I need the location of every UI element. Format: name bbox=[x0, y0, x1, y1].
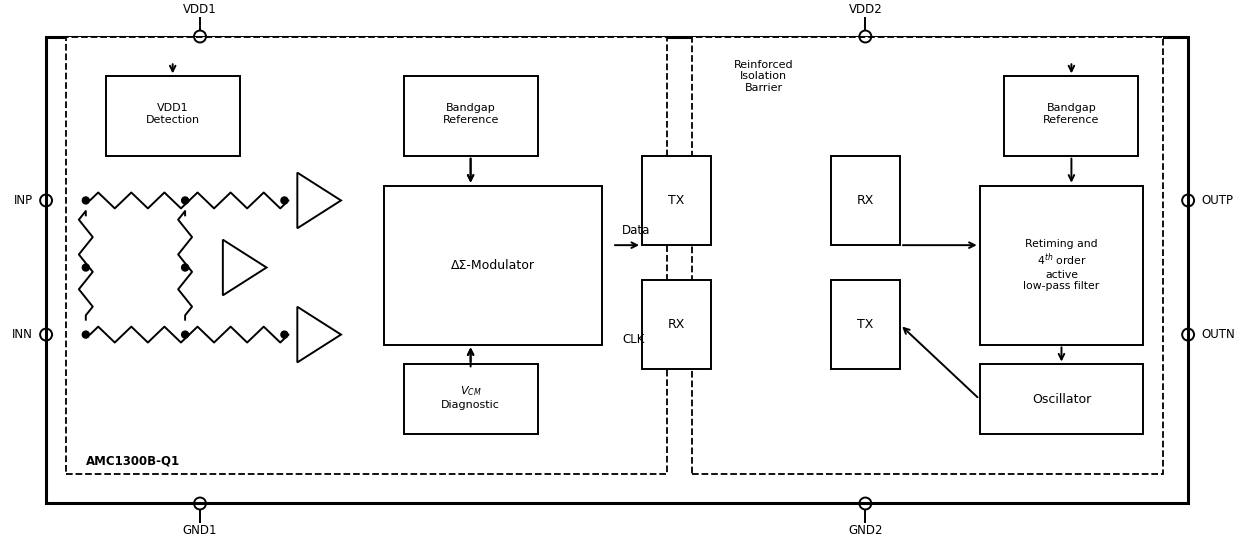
Bar bbox=[692, 37, 1163, 474]
Circle shape bbox=[281, 197, 287, 204]
Text: Retiming and
$4^{th}$ order
active
low-pass filter: Retiming and $4^{th}$ order active low-p… bbox=[1024, 239, 1100, 291]
Text: GND1: GND1 bbox=[183, 524, 218, 537]
Text: ΔΣ-Modulator: ΔΣ-Modulator bbox=[452, 259, 535, 272]
Bar bbox=[403, 76, 537, 156]
Bar bbox=[403, 364, 537, 434]
Text: VDD2: VDD2 bbox=[848, 3, 882, 16]
Text: AMC1300B-Q1: AMC1300B-Q1 bbox=[86, 454, 180, 467]
Circle shape bbox=[182, 197, 189, 204]
Text: INP: INP bbox=[14, 194, 34, 207]
Text: TX: TX bbox=[668, 194, 685, 207]
Text: Oscillator: Oscillator bbox=[1031, 393, 1091, 406]
Text: VDD1: VDD1 bbox=[183, 3, 216, 16]
Text: VDD1
Detection: VDD1 Detection bbox=[146, 103, 200, 125]
Bar bbox=[46, 37, 1188, 503]
Circle shape bbox=[82, 264, 90, 271]
Circle shape bbox=[182, 331, 189, 338]
Bar bbox=[383, 186, 602, 345]
Bar bbox=[1004, 76, 1138, 156]
Text: Data: Data bbox=[622, 224, 651, 237]
Circle shape bbox=[182, 264, 189, 271]
Text: Reinforced
Isolation
Barrier: Reinforced Isolation Barrier bbox=[734, 59, 794, 93]
Text: RX: RX bbox=[857, 194, 875, 207]
Text: INN: INN bbox=[12, 328, 34, 341]
Bar bbox=[979, 364, 1143, 434]
Bar bbox=[642, 156, 712, 245]
Bar bbox=[979, 186, 1143, 345]
Bar bbox=[106, 76, 240, 156]
Text: GND2: GND2 bbox=[848, 524, 882, 537]
Text: OUTN: OUTN bbox=[1200, 328, 1235, 341]
Text: CLK: CLK bbox=[622, 333, 644, 346]
Text: OUTP: OUTP bbox=[1200, 194, 1233, 207]
Text: RX: RX bbox=[668, 318, 685, 331]
Text: Bandgap
Reference: Bandgap Reference bbox=[443, 103, 499, 125]
Bar bbox=[642, 280, 712, 369]
Text: Bandgap
Reference: Bandgap Reference bbox=[1044, 103, 1100, 125]
Bar bbox=[831, 280, 901, 369]
Text: TX: TX bbox=[857, 318, 873, 331]
Circle shape bbox=[82, 331, 90, 338]
Bar bbox=[831, 156, 901, 245]
Circle shape bbox=[281, 331, 287, 338]
Bar bbox=[66, 37, 667, 474]
Text: $V_{CM}$
Diagnostic: $V_{CM}$ Diagnostic bbox=[442, 384, 500, 410]
Circle shape bbox=[82, 197, 90, 204]
